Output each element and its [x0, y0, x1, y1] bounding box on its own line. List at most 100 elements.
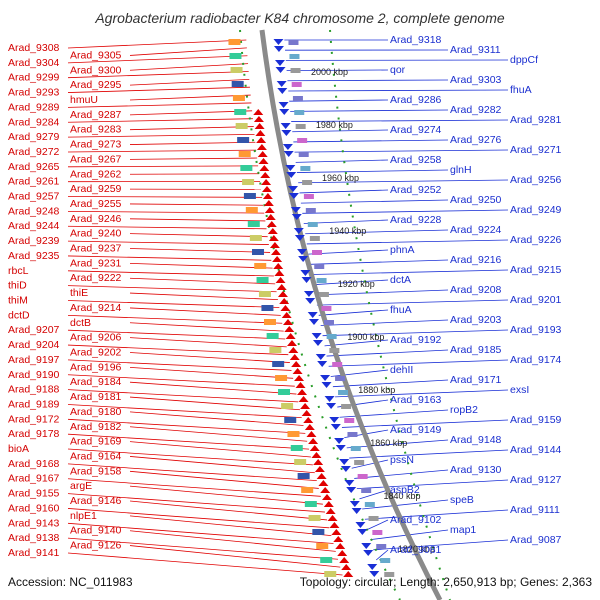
gene-label-reverse: Arad_9216: [450, 254, 502, 266]
kbp-tick-label: 1900 kbp: [347, 332, 384, 342]
connector-line-reverse: [375, 549, 389, 561]
feature-block: [247, 221, 260, 227]
gene-label-reverse: dctA: [390, 274, 411, 286]
connector-line-reverse: [289, 99, 389, 102]
forward-gene-arrow: [321, 494, 332, 500]
connector-line-reverse: [351, 459, 389, 469]
feature-block: [229, 53, 242, 59]
connector-line-forward: [67, 418, 306, 434]
gene-label-reverse: Arad_9274: [390, 124, 442, 136]
feature-block: [292, 96, 303, 101]
connector-line-forward: [67, 86, 250, 93]
reverse-gene-arrow: [344, 480, 355, 486]
reverse-gene-arrow: [315, 354, 326, 360]
feature-block: [228, 39, 241, 45]
gene-label-forward: thiD: [8, 280, 27, 292]
kbp-tick-label: 1840 kbp: [384, 491, 421, 501]
forward-gene-arrow: [258, 158, 269, 164]
gene-label-reverse: Arad_9224: [450, 224, 502, 236]
feature-block: [350, 446, 361, 451]
connector-line-forward: [129, 322, 284, 332]
forward-gene-arrow: [289, 354, 300, 360]
forward-gene-arrow: [257, 151, 268, 157]
connector-line-forward: [67, 210, 265, 214]
kbp-scale: 2000 kbp 1980 kbp 1960 kbp 1940 kbp 1920 kbp…: [311, 67, 435, 554]
forward-gene-arrow: [333, 536, 344, 542]
forward-gene-arrow: [320, 487, 331, 493]
connector-line-reverse: [362, 499, 449, 510]
gene-label-reverse: Arad_9201: [510, 294, 562, 306]
reverse-gene-arrow: [357, 529, 368, 535]
forward-gene-arrow: [288, 347, 299, 353]
connector-line-forward: [129, 47, 247, 56]
gene-label-reverse: Arad_9149: [390, 424, 442, 436]
connector-line-forward: [129, 441, 311, 458]
connector-line-reverse: [306, 239, 509, 245]
feature-block: [304, 501, 317, 507]
feature-block: [376, 544, 387, 549]
connector-line-forward: [67, 71, 249, 79]
feature-block: [294, 110, 305, 115]
forward-gene-arrow: [264, 207, 275, 213]
connector-line-reverse: [373, 539, 509, 551]
feature-block: [300, 166, 311, 171]
gene-label-forward: Arad_9284: [8, 116, 60, 128]
connector-line-reverse: [300, 199, 449, 204]
forward-gene-arrow: [276, 284, 287, 290]
connector-line-forward: [129, 411, 304, 426]
reverse-gene-arrow: [285, 165, 296, 171]
forward-gene-arrow: [253, 109, 264, 115]
forward-gene-arrow: [265, 214, 276, 220]
gene-label-forward: Arad_9138: [8, 532, 60, 544]
gene-label-forward: Arad_9158: [70, 465, 122, 477]
connector-line-forward: [129, 173, 260, 175]
connector-line-forward: [129, 262, 273, 269]
gene-label-reverse: glnH: [450, 164, 472, 176]
connector-line-forward: [129, 352, 290, 363]
connector-line-forward: [129, 292, 278, 301]
forward-gene-arrow: [253, 116, 264, 122]
feature-block: [316, 278, 327, 283]
feature-block: [314, 264, 325, 269]
kbp-tick-label: 2000 kbp: [311, 67, 348, 77]
connector-line-reverse: [296, 169, 449, 173]
gene-label-forward: Arad_9207: [8, 324, 60, 336]
feature-block: [298, 152, 309, 157]
gene-label-forward: rbcL: [8, 265, 29, 277]
feature-block: [318, 292, 329, 297]
reverse-gene-arrow: [330, 424, 341, 430]
feature-block: [324, 571, 337, 577]
reverse-gene-arrow: [340, 466, 351, 472]
connector-line-reverse: [294, 149, 509, 153]
gene-label-forward: Arad_9202: [70, 346, 122, 358]
gene-label-forward: Arad_9140: [70, 525, 122, 537]
connector-line-reverse: [311, 269, 509, 275]
connector-line-reverse: [293, 139, 449, 143]
reverse-gene-arrow: [277, 88, 288, 94]
gene-label-reverse: Arad_9318: [390, 34, 442, 46]
gene-label-forward: Arad_9235: [8, 250, 60, 262]
forward-gene-arrow: [303, 417, 314, 423]
reverse-gene-arrow: [346, 487, 357, 493]
gene-label-forward: Arad_9141: [8, 547, 60, 559]
forward-gene-arrow: [272, 256, 283, 262]
gene-label-forward: Arad_9188: [8, 384, 60, 396]
gene-label-reverse: Arad_9193: [510, 324, 562, 336]
connector-line-reverse: [305, 229, 449, 235]
reverse-gene-arrow: [291, 214, 302, 220]
feature-block: [275, 375, 288, 381]
forward-gene-arrow: [261, 186, 272, 192]
gene-label-forward: Arad_9155: [8, 488, 60, 500]
reverse-gene-arrow: [349, 501, 360, 507]
kbp-tick-label: 1820 kbp: [398, 544, 435, 554]
forward-gene-arrow: [297, 389, 308, 395]
feature-block: [294, 459, 307, 465]
forward-gene-arrow: [284, 326, 295, 332]
feature-block: [312, 529, 325, 535]
connector-line-reverse: [356, 479, 509, 490]
feature-block: [240, 165, 253, 171]
reverse-gene-arrow: [278, 102, 289, 108]
reverse-gene-arrow: [290, 207, 301, 213]
connector-line-reverse: [354, 469, 449, 479]
